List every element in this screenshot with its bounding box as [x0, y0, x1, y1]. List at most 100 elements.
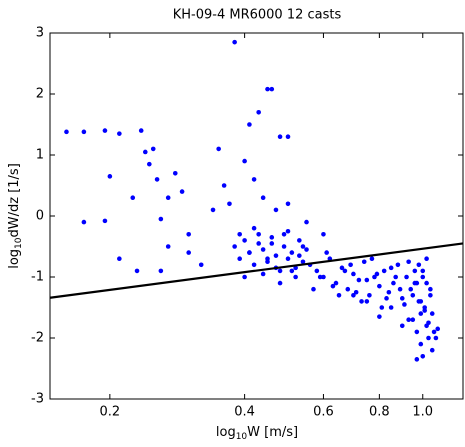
point	[412, 268, 418, 274]
y-tick-label: -1	[31, 270, 44, 285]
point	[429, 311, 435, 316]
point	[348, 262, 353, 268]
point	[269, 86, 275, 92]
point	[265, 86, 270, 92]
point	[251, 225, 257, 231]
y-axis-label: log10dW/dz [1/s]	[7, 163, 24, 269]
point	[81, 219, 87, 225]
point	[186, 250, 191, 255]
x-tick-label: 0.8	[369, 405, 390, 420]
x-tick-label: 0.2	[100, 405, 121, 420]
point	[428, 293, 433, 298]
point	[384, 296, 389, 301]
point	[281, 232, 287, 237]
point	[397, 286, 403, 292]
point	[179, 189, 185, 194]
plot-frame	[49, 32, 464, 400]
point	[277, 268, 283, 274]
point	[172, 171, 178, 176]
point	[351, 271, 356, 277]
point	[293, 274, 298, 280]
y-tick-label: 0	[36, 209, 44, 224]
point	[391, 280, 396, 286]
point	[418, 341, 424, 347]
point	[431, 329, 437, 335]
point	[260, 271, 266, 277]
y-label-base: log	[7, 249, 22, 269]
point	[165, 244, 171, 249]
y-tick-label: 3	[36, 26, 44, 41]
point	[388, 265, 394, 271]
point	[251, 177, 257, 182]
point	[158, 268, 164, 274]
point	[395, 262, 401, 268]
point	[198, 262, 204, 268]
point	[102, 218, 108, 224]
point	[269, 235, 275, 240]
point	[138, 128, 144, 133]
point	[273, 253, 279, 258]
point	[247, 250, 252, 255]
point	[289, 268, 295, 274]
point	[412, 280, 418, 286]
point	[424, 280, 429, 286]
x-tick-label: 0.4	[234, 405, 255, 420]
point	[256, 110, 261, 115]
point	[154, 177, 160, 182]
point	[237, 232, 242, 237]
point	[247, 122, 252, 127]
point	[406, 317, 411, 323]
point	[232, 244, 237, 249]
point	[379, 305, 385, 310]
point	[424, 256, 429, 262]
point	[134, 268, 140, 274]
point	[372, 274, 377, 280]
point	[406, 259, 411, 265]
x-tick-label: 1.0	[412, 405, 433, 420]
point	[339, 265, 345, 271]
y-tick-label: 1	[36, 148, 44, 163]
point	[285, 201, 291, 207]
y-label-rest: dW/dz [1/s]	[7, 163, 22, 237]
point	[158, 216, 164, 222]
point	[422, 308, 427, 313]
point	[143, 149, 148, 155]
point	[107, 174, 113, 179]
point	[117, 256, 122, 262]
x-label-base: log	[216, 425, 236, 440]
point	[256, 232, 261, 237]
point	[377, 283, 382, 289]
point	[260, 247, 266, 252]
point	[251, 262, 257, 268]
point	[393, 274, 398, 280]
point	[414, 357, 420, 362]
point	[369, 256, 375, 262]
point	[388, 305, 394, 310]
point	[260, 195, 266, 200]
y-tick-label: 2	[36, 87, 44, 102]
point	[420, 268, 426, 274]
point	[165, 195, 171, 200]
point	[64, 129, 69, 135]
point	[429, 347, 435, 353]
point	[102, 128, 108, 133]
point	[289, 250, 295, 255]
point	[418, 311, 424, 316]
y-tick-label: -3	[31, 392, 44, 407]
point	[297, 253, 302, 258]
point	[377, 314, 382, 319]
point	[353, 289, 359, 295]
point	[364, 277, 370, 283]
point	[300, 244, 306, 249]
point	[356, 277, 362, 283]
point	[399, 296, 405, 301]
point	[399, 323, 405, 329]
point	[150, 146, 156, 152]
point	[416, 262, 422, 268]
point	[186, 232, 191, 237]
point	[330, 283, 336, 289]
point	[281, 244, 287, 249]
x-axis-label: log10W [m/s]	[216, 425, 298, 442]
point	[410, 293, 416, 298]
point	[297, 238, 302, 243]
